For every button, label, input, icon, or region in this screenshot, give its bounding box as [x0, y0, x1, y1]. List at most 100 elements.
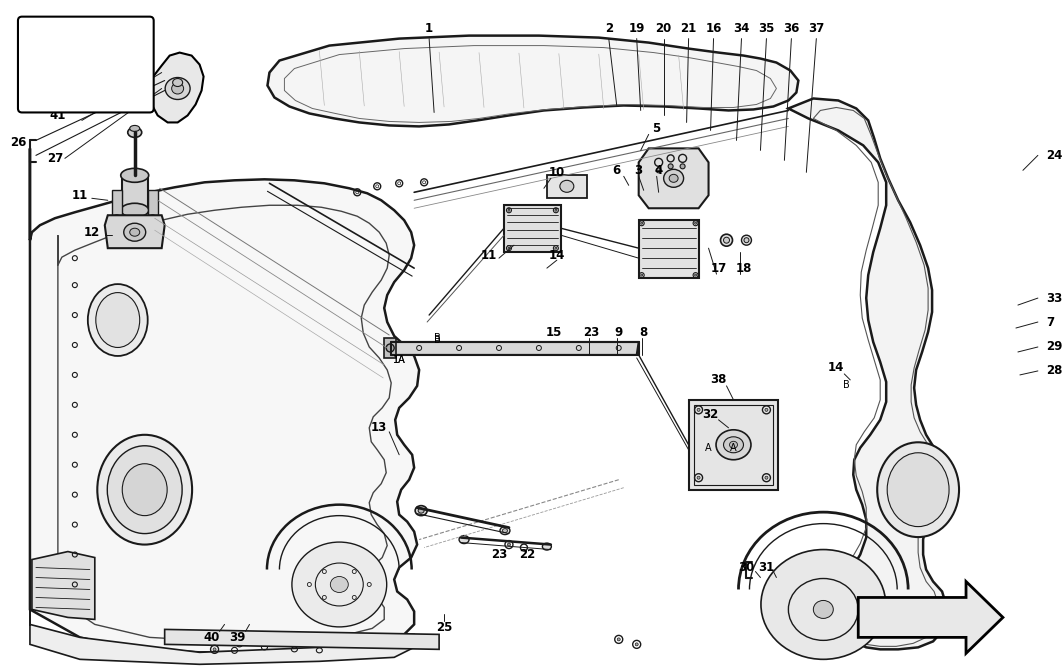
Ellipse shape — [459, 535, 469, 543]
Text: 28: 28 — [1046, 364, 1062, 377]
Polygon shape — [858, 582, 1003, 653]
Ellipse shape — [40, 23, 58, 38]
Text: B: B — [434, 335, 440, 345]
Ellipse shape — [96, 293, 139, 348]
Ellipse shape — [765, 408, 767, 411]
Text: 1A: 1A — [393, 355, 406, 365]
Text: 25: 25 — [436, 621, 452, 634]
Ellipse shape — [130, 125, 139, 131]
Ellipse shape — [765, 476, 767, 479]
Text: 29: 29 — [1046, 340, 1062, 354]
Ellipse shape — [171, 83, 184, 94]
Text: 22: 22 — [519, 548, 535, 561]
Text: 12: 12 — [84, 226, 100, 239]
Text: 18: 18 — [736, 262, 752, 275]
Polygon shape — [122, 176, 148, 210]
Ellipse shape — [656, 168, 661, 173]
Ellipse shape — [500, 527, 510, 535]
Ellipse shape — [123, 223, 146, 241]
Bar — [693, 405, 774, 484]
Text: 2: 2 — [605, 22, 612, 35]
Text: 17: 17 — [710, 262, 727, 275]
Ellipse shape — [121, 203, 149, 217]
Text: 9: 9 — [614, 326, 623, 338]
Text: 26: 26 — [10, 136, 27, 149]
Text: 30: 30 — [739, 561, 755, 574]
Text: 11: 11 — [480, 249, 497, 262]
Text: FERRARI: FERRARI — [71, 19, 104, 25]
Text: 14: 14 — [828, 361, 844, 375]
Ellipse shape — [697, 476, 701, 479]
Ellipse shape — [663, 170, 684, 188]
Text: A: A — [705, 443, 712, 453]
Polygon shape — [504, 205, 561, 252]
Ellipse shape — [418, 508, 424, 513]
Ellipse shape — [542, 543, 552, 550]
Text: B: B — [843, 380, 849, 390]
Polygon shape — [105, 215, 165, 248]
Polygon shape — [112, 190, 122, 215]
Text: 6: 6 — [612, 164, 621, 177]
Text: CODE: CODE — [28, 38, 49, 44]
Bar — [384, 338, 396, 358]
Polygon shape — [32, 551, 95, 620]
Text: 21: 21 — [680, 22, 696, 35]
Text: 8: 8 — [640, 326, 647, 338]
Text: 38: 38 — [710, 373, 727, 387]
Text: 1A: 1A — [393, 355, 406, 365]
Ellipse shape — [761, 549, 885, 659]
Ellipse shape — [618, 638, 620, 641]
Ellipse shape — [641, 222, 643, 224]
Ellipse shape — [507, 543, 510, 546]
Ellipse shape — [40, 49, 63, 72]
Text: 11: 11 — [71, 189, 88, 202]
Text: 20: 20 — [656, 22, 672, 35]
FancyBboxPatch shape — [18, 17, 154, 113]
Text: 27: 27 — [47, 152, 63, 165]
Text: 1: 1 — [425, 22, 434, 35]
Polygon shape — [62, 56, 118, 64]
Ellipse shape — [165, 78, 190, 99]
Ellipse shape — [130, 228, 139, 237]
Ellipse shape — [877, 442, 959, 537]
Ellipse shape — [98, 435, 192, 545]
Text: 5: 5 — [653, 122, 661, 135]
Polygon shape — [389, 342, 639, 355]
Polygon shape — [148, 190, 157, 215]
Ellipse shape — [292, 542, 387, 627]
Ellipse shape — [107, 446, 182, 533]
Text: 39: 39 — [230, 631, 246, 644]
Text: 3: 3 — [635, 164, 643, 177]
Ellipse shape — [555, 247, 557, 249]
Polygon shape — [150, 52, 204, 123]
Ellipse shape — [386, 344, 394, 352]
Ellipse shape — [508, 247, 510, 249]
Ellipse shape — [680, 164, 685, 169]
Text: 32: 32 — [703, 408, 719, 421]
Text: 23: 23 — [491, 548, 507, 561]
Text: 19: 19 — [628, 22, 645, 35]
Ellipse shape — [416, 506, 427, 516]
Polygon shape — [30, 610, 415, 665]
Ellipse shape — [694, 222, 696, 224]
Text: 15: 15 — [545, 326, 562, 338]
Text: B: B — [434, 333, 440, 343]
Text: 13: 13 — [371, 421, 387, 434]
Ellipse shape — [716, 430, 750, 460]
Ellipse shape — [560, 180, 574, 192]
Ellipse shape — [744, 238, 749, 243]
Polygon shape — [689, 400, 778, 490]
Text: 24: 24 — [1046, 149, 1062, 162]
Polygon shape — [546, 176, 587, 198]
Polygon shape — [30, 148, 419, 653]
Text: 16: 16 — [706, 22, 722, 35]
Polygon shape — [165, 629, 439, 649]
Ellipse shape — [88, 284, 148, 356]
Ellipse shape — [331, 576, 349, 592]
Ellipse shape — [503, 529, 507, 533]
Text: 37: 37 — [808, 22, 825, 35]
Ellipse shape — [742, 235, 752, 245]
Ellipse shape — [724, 237, 729, 243]
Text: 40: 40 — [203, 631, 220, 644]
Text: 14: 14 — [549, 249, 566, 262]
